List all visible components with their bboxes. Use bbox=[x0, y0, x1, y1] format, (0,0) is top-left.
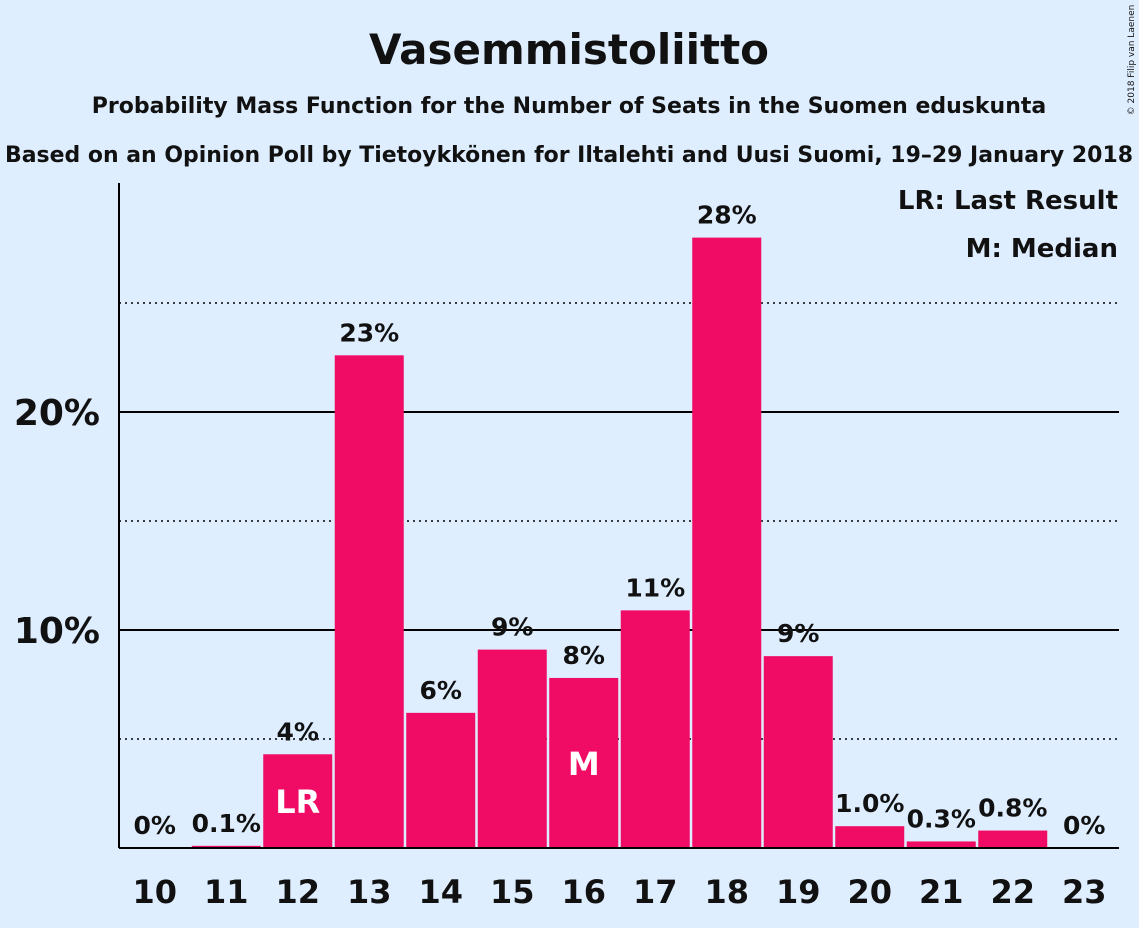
chart-title: Vasemmistoliitto bbox=[369, 25, 769, 74]
bar-20 bbox=[835, 826, 905, 848]
value-label-20: 1.0% bbox=[835, 789, 904, 818]
bar-13 bbox=[334, 355, 404, 848]
x-tick-label: 11 bbox=[204, 873, 249, 911]
bar-15 bbox=[477, 649, 547, 848]
bar-11 bbox=[191, 845, 261, 848]
chart-subtitle-source: Based on an Opinion Poll by Tietoykkönen… bbox=[5, 143, 1133, 168]
bar-marker-lr: LR bbox=[275, 783, 320, 821]
bar-17 bbox=[620, 610, 690, 848]
x-tick-label: 17 bbox=[633, 873, 678, 911]
bars bbox=[191, 237, 1048, 849]
value-label-12: 4% bbox=[277, 717, 319, 746]
value-label-11: 0.1% bbox=[192, 809, 261, 838]
x-tick-label: 16 bbox=[561, 873, 606, 911]
copyright-note: © 2018 Filip van Laenen bbox=[1127, 5, 1137, 116]
y-tick-label: 10% bbox=[14, 611, 100, 652]
x-tick-label: 12 bbox=[275, 873, 320, 911]
x-tick-labels: 10 11 12 13 14 15 16 17 18 19 20 21 22 23 bbox=[132, 873, 1106, 911]
value-label-21: 0.3% bbox=[907, 804, 976, 833]
legend-last-result: LR: Last Result bbox=[898, 186, 1118, 216]
bar-marker-m: M bbox=[568, 745, 600, 783]
x-tick-label: 21 bbox=[919, 873, 964, 911]
bar-12 bbox=[263, 754, 333, 848]
value-label-22: 0.8% bbox=[978, 794, 1047, 823]
value-label-16: 8% bbox=[563, 641, 605, 670]
value-label-14: 6% bbox=[420, 676, 462, 705]
x-tick-label: 18 bbox=[704, 873, 749, 911]
bar-18 bbox=[692, 237, 762, 849]
value-label-23: 0% bbox=[1063, 811, 1105, 840]
x-tick-label: 13 bbox=[347, 873, 392, 911]
value-label-19: 9% bbox=[777, 619, 819, 648]
x-tick-label: 19 bbox=[776, 873, 821, 911]
value-label-17: 11% bbox=[625, 573, 685, 602]
value-labels: 0% 0.1% 4% LR 23% 6% 9% 8% M 11% 28% 9% 1.0%0.3% 0.8%… bbox=[134, 201, 1106, 840]
y-tick-labels: 10% 20% bbox=[14, 393, 100, 652]
gridlines bbox=[119, 302, 1119, 740]
bar-19 bbox=[763, 656, 833, 848]
x-tick-label: 10 bbox=[132, 873, 177, 911]
x-tick-label: 14 bbox=[418, 873, 463, 911]
x-tick-label: 23 bbox=[1062, 873, 1107, 911]
value-label-18: 28% bbox=[697, 201, 757, 230]
legend-median: M: Median bbox=[966, 234, 1118, 264]
value-label-13: 23% bbox=[339, 318, 399, 347]
chart-subtitle: Probability Mass Function for the Number… bbox=[92, 94, 1046, 119]
value-label-15: 9% bbox=[491, 613, 533, 642]
x-tick-label: 22 bbox=[990, 873, 1035, 911]
bar-16 bbox=[549, 677, 619, 848]
y-tick-label: 20% bbox=[14, 393, 100, 434]
bar-22 bbox=[978, 830, 1048, 848]
bar-14 bbox=[406, 712, 476, 848]
bar-21 bbox=[906, 841, 976, 848]
x-tick-label: 20 bbox=[847, 873, 892, 911]
x-tick-label: 15 bbox=[490, 873, 535, 911]
value-label-10: 0% bbox=[134, 811, 176, 840]
